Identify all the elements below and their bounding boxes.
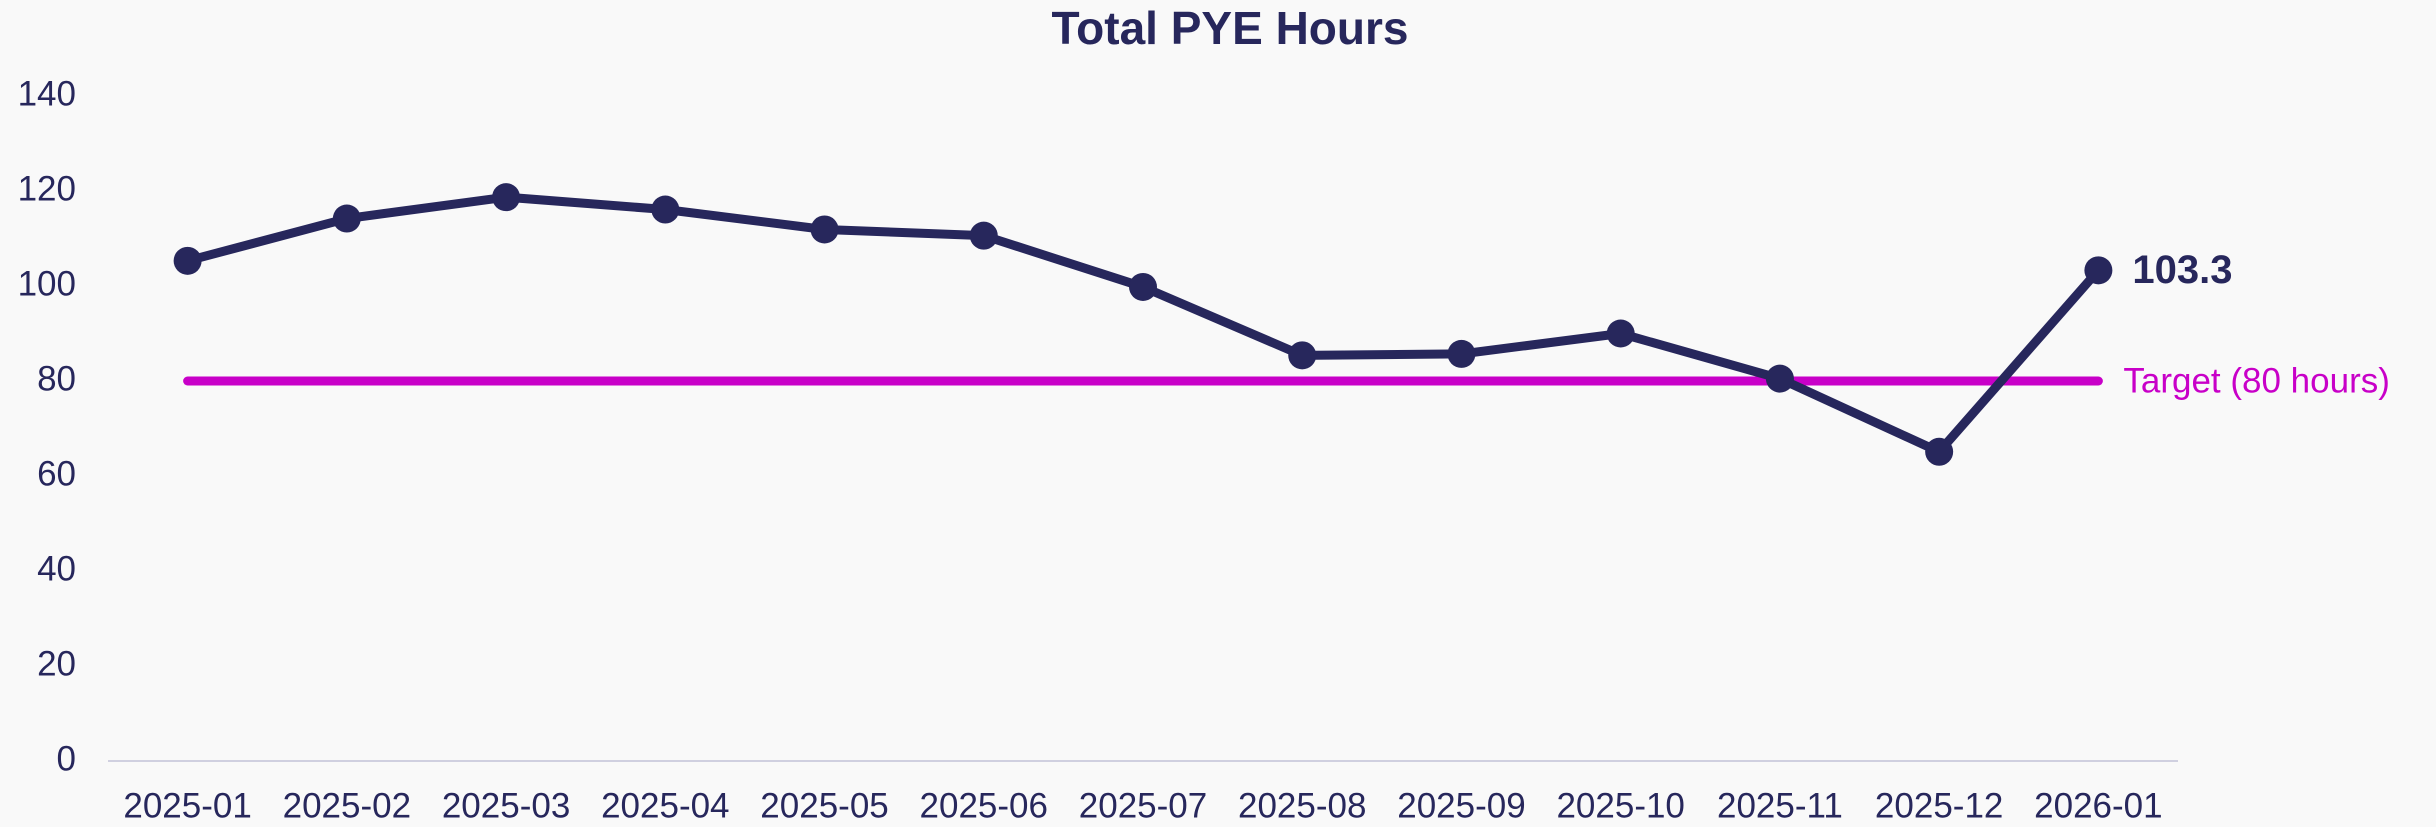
point [651,195,680,224]
x-tick-label: 2025-11 [1717,786,1843,825]
x-tick-label: 2025-09 [1397,786,1525,825]
x-tick-label: 2025-07 [1079,786,1207,825]
point [492,183,521,212]
x-tick-label: 2025-04 [601,786,729,825]
y-tick-label: 60 [37,454,76,493]
line-series [186,192,2102,457]
value-label: 103.3 [2132,248,2232,292]
x-tick-label: 2025-06 [920,786,1048,825]
y-tick-label: 20 [37,644,76,683]
point [1129,272,1157,301]
point [332,204,361,233]
point [969,221,998,250]
point [2084,256,2113,285]
y-tick-label: 140 [18,74,76,113]
y-tick-label: 80 [37,359,76,398]
y-tick-label: 120 [18,169,76,208]
x-tick-label: 2025-12 [1875,786,2003,825]
x-tick-label: 2026-01 [2034,786,2162,825]
point [173,246,202,275]
point [1925,437,1954,466]
x-tick-label: 2025-08 [1238,786,1366,825]
y-tick-label: 100 [18,264,76,303]
point [1288,341,1317,370]
point [1447,339,1476,368]
x-tick-label: 2025-02 [283,786,411,825]
x-tick-label: 2025-05 [760,786,888,825]
target-label: Target (80 hours) [2123,361,2390,400]
x-tick-label: 2025-01 [123,786,251,825]
y-tick-label: 40 [37,549,76,588]
point [1606,319,1635,348]
x-tick-label: 2025-03 [442,786,570,825]
x-tick-label: 2025-10 [1556,786,1684,825]
chart-title: Total PYE Hours [1052,2,1409,54]
point [1765,364,1794,393]
point [810,215,839,244]
y-tick-label: 0 [57,739,76,778]
